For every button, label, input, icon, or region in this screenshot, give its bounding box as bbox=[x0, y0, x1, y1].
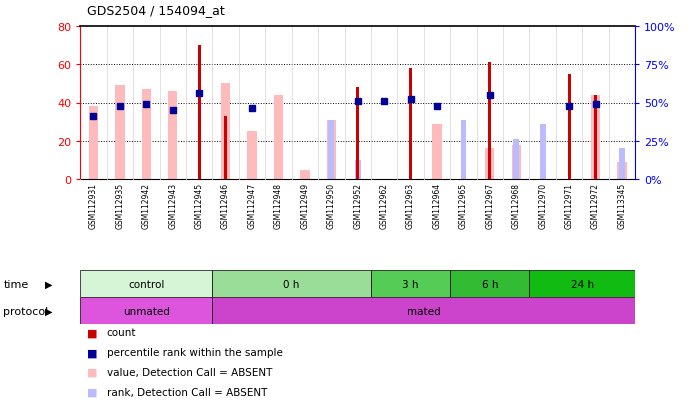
Bar bbox=[591, 95, 600, 180]
Text: GSM112972: GSM112972 bbox=[591, 183, 600, 228]
Text: GSM112935: GSM112935 bbox=[115, 183, 124, 228]
Bar bbox=[274, 95, 283, 180]
Text: GSM112947: GSM112947 bbox=[248, 183, 257, 228]
Text: GSM112945: GSM112945 bbox=[195, 183, 204, 228]
Bar bbox=[221, 84, 230, 180]
Text: protocol: protocol bbox=[3, 306, 49, 316]
Bar bbox=[212, 271, 371, 297]
Text: GSM112950: GSM112950 bbox=[327, 183, 336, 228]
Bar bbox=[371, 271, 450, 297]
Text: GSM112931: GSM112931 bbox=[89, 183, 98, 228]
Text: GSM112949: GSM112949 bbox=[300, 183, 309, 228]
Text: GSM112942: GSM112942 bbox=[142, 183, 151, 228]
Text: count: count bbox=[107, 328, 136, 337]
Text: GSM112943: GSM112943 bbox=[168, 183, 177, 228]
Bar bbox=[198, 46, 201, 180]
Bar bbox=[247, 132, 257, 180]
Bar bbox=[540, 124, 546, 180]
Bar bbox=[115, 86, 124, 180]
Bar bbox=[594, 95, 597, 180]
Bar bbox=[485, 149, 494, 180]
Text: GSM112971: GSM112971 bbox=[565, 183, 574, 228]
Text: GSM112965: GSM112965 bbox=[459, 183, 468, 228]
Bar bbox=[356, 88, 359, 180]
Text: GSM112970: GSM112970 bbox=[538, 183, 547, 228]
Bar bbox=[619, 149, 625, 180]
Bar bbox=[513, 140, 519, 180]
Text: GSM112968: GSM112968 bbox=[512, 183, 521, 228]
Bar bbox=[212, 297, 635, 324]
Text: GSM112952: GSM112952 bbox=[353, 183, 362, 228]
Bar bbox=[355, 161, 361, 180]
Bar bbox=[617, 162, 627, 180]
Bar bbox=[567, 75, 571, 180]
Text: value, Detection Call = ABSENT: value, Detection Call = ABSENT bbox=[107, 367, 272, 377]
Text: GSM112964: GSM112964 bbox=[433, 183, 442, 228]
Bar bbox=[328, 121, 334, 180]
Bar bbox=[80, 297, 212, 324]
Text: time: time bbox=[3, 279, 29, 289]
Text: ▶: ▶ bbox=[45, 306, 53, 316]
Text: 6 h: 6 h bbox=[482, 279, 498, 289]
Text: control: control bbox=[128, 279, 165, 289]
Text: GSM112948: GSM112948 bbox=[274, 183, 283, 228]
Bar bbox=[432, 124, 442, 180]
Text: GSM112946: GSM112946 bbox=[221, 183, 230, 228]
Bar bbox=[89, 107, 98, 180]
Bar bbox=[168, 92, 177, 180]
Text: ■: ■ bbox=[87, 328, 98, 337]
Text: ■: ■ bbox=[87, 347, 98, 357]
Text: 0 h: 0 h bbox=[283, 279, 300, 289]
Bar bbox=[409, 69, 412, 180]
Text: percentile rank within the sample: percentile rank within the sample bbox=[107, 347, 283, 357]
Text: 24 h: 24 h bbox=[571, 279, 594, 289]
Text: 3 h: 3 h bbox=[402, 279, 419, 289]
Bar bbox=[142, 90, 151, 180]
Bar bbox=[80, 271, 212, 297]
Bar bbox=[300, 170, 309, 180]
Bar bbox=[224, 116, 227, 180]
Bar bbox=[530, 271, 635, 297]
Text: ■: ■ bbox=[87, 367, 98, 377]
Text: mated: mated bbox=[407, 306, 440, 316]
Bar bbox=[461, 121, 466, 180]
Bar bbox=[450, 271, 530, 297]
Bar bbox=[327, 121, 336, 180]
Text: rank, Detection Call = ABSENT: rank, Detection Call = ABSENT bbox=[107, 387, 267, 397]
Text: GSM112963: GSM112963 bbox=[406, 183, 415, 228]
Text: ■: ■ bbox=[87, 387, 98, 397]
Text: GDS2504 / 154094_at: GDS2504 / 154094_at bbox=[87, 4, 225, 17]
Bar bbox=[512, 145, 521, 180]
Text: unmated: unmated bbox=[123, 306, 170, 316]
Text: GSM112962: GSM112962 bbox=[380, 183, 389, 228]
Text: ▶: ▶ bbox=[45, 279, 53, 289]
Bar bbox=[489, 63, 491, 180]
Text: GSM112967: GSM112967 bbox=[485, 183, 494, 228]
Text: GSM113345: GSM113345 bbox=[618, 183, 627, 228]
